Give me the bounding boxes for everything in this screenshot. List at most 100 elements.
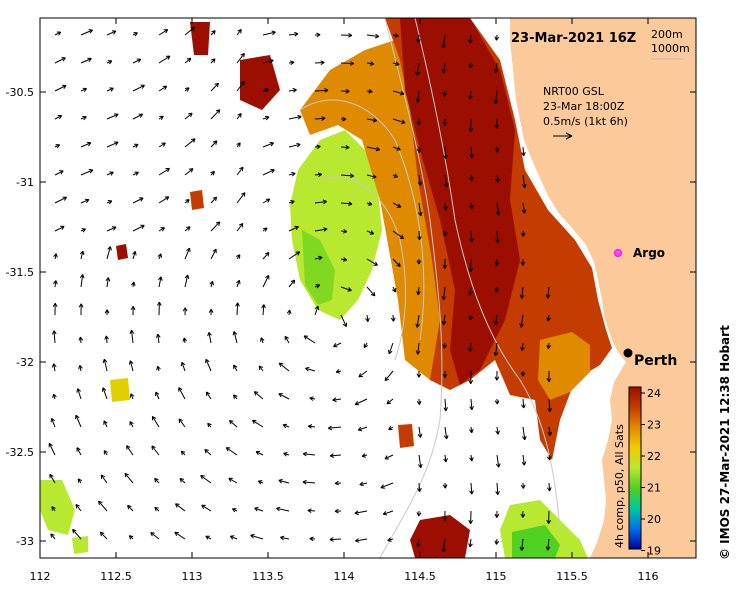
current-vector: [75, 415, 82, 428]
current-vector-head: [282, 423, 288, 429]
current-vector-head: [165, 167, 170, 173]
current-vector: [392, 202, 402, 208]
current-vector: [522, 426, 526, 440]
current-vector-head: [290, 200, 295, 205]
current-vector-head: [57, 115, 63, 120]
current-vector: [495, 342, 498, 356]
current-vector: [314, 173, 322, 176]
current-vector: [53, 330, 56, 344]
current-vector-head: [495, 463, 501, 468]
colorbar: 24 23 22 21 20 19 4h comp, p50, All Sats: [613, 386, 661, 558]
current-vector: [308, 425, 316, 428]
current-vector-head: [75, 504, 80, 509]
current-vector: [366, 62, 374, 65]
current-vector-head: [442, 484, 448, 489]
current-vector: [358, 426, 368, 431]
current-vector: [470, 146, 473, 159]
current-vector-head: [154, 506, 159, 512]
current-vector-head: [442, 121, 448, 126]
current-vector-head: [294, 225, 299, 231]
current-vector: [417, 286, 420, 295]
current-vector-head: [519, 294, 525, 299]
current-vector-head: [390, 317, 396, 322]
current-vector-head: [156, 301, 162, 306]
place-label-perth: Perth: [634, 353, 677, 369]
current-vector-head: [139, 197, 144, 202]
current-vector-head: [50, 418, 56, 423]
current-vector-head: [373, 261, 378, 266]
current-vector: [444, 398, 447, 411]
current-vector-head: [129, 393, 135, 398]
current-vector-head: [547, 407, 553, 413]
current-vector-head: [209, 280, 214, 286]
current-vector-head: [302, 451, 308, 457]
current-vector: [233, 364, 238, 372]
current-vector: [469, 286, 472, 296]
current-vector-head: [107, 200, 113, 205]
current-vector-head: [468, 39, 473, 44]
x-tick-label: 115: [486, 570, 507, 583]
current-vector: [262, 59, 274, 64]
current-vector: [392, 314, 394, 322]
current-vector-head: [254, 506, 259, 512]
current-vector: [151, 445, 160, 456]
current-vector: [302, 481, 316, 484]
current-vector-head: [546, 377, 552, 382]
current-vector-head: [238, 222, 244, 228]
current-vector: [384, 370, 394, 382]
current-vector-head: [415, 71, 420, 76]
current-vector-head: [392, 287, 397, 293]
x-tick-label: 116: [638, 570, 659, 583]
current-vector-head: [207, 422, 212, 428]
current-vector-head: [469, 205, 474, 210]
current-vector-head: [315, 284, 321, 289]
current-vector-head: [494, 540, 500, 545]
current-vector: [333, 342, 342, 348]
current-vector-head: [228, 477, 233, 482]
current-vector: [103, 359, 108, 372]
current-vector-head: [239, 166, 244, 172]
current-vector: [520, 314, 524, 328]
current-vector-head: [416, 400, 422, 405]
current-vector: [131, 330, 134, 344]
current-vector: [417, 34, 420, 43]
current-vector: [205, 359, 212, 372]
current-vector: [330, 454, 342, 457]
current-vector-head: [468, 347, 473, 352]
current-vector: [210, 140, 218, 148]
current-vector-head: [184, 274, 190, 279]
current-source: NRT00 GSL: [543, 85, 605, 98]
current-vector-head: [399, 234, 404, 239]
current-vector-head: [134, 171, 139, 176]
current-vector-head: [342, 322, 348, 327]
current-vector: [470, 482, 473, 495]
current-vector-head: [229, 420, 234, 425]
current-vector: [132, 197, 144, 204]
current-vector-head: [292, 87, 297, 93]
current-vector-head: [521, 209, 527, 214]
current-vector: [303, 335, 316, 344]
current-vector: [522, 454, 525, 466]
current-vector-head: [276, 506, 281, 512]
current-vector-head: [348, 32, 353, 38]
current-vector-head: [519, 546, 525, 551]
current-vector: [470, 230, 473, 243]
current-vector: [236, 166, 244, 176]
current-vector-head: [204, 449, 209, 454]
current-vector: [522, 202, 525, 214]
current-vector-head: [261, 304, 266, 309]
current-vector-head: [443, 183, 449, 188]
current-vector: [278, 479, 290, 484]
current-vector-head: [520, 372, 526, 377]
current-vector-head: [468, 291, 473, 296]
current-vector: [314, 89, 329, 92]
current-vector: [418, 202, 422, 216]
current-vector-head: [236, 142, 241, 147]
current-vector-head: [416, 148, 422, 153]
current-vector: [54, 115, 62, 120]
current-vector-head: [334, 508, 339, 514]
current-vector-head: [250, 533, 255, 539]
current-vector-head: [215, 109, 221, 114]
current-vector: [262, 275, 270, 288]
current-vector-head: [164, 196, 170, 201]
